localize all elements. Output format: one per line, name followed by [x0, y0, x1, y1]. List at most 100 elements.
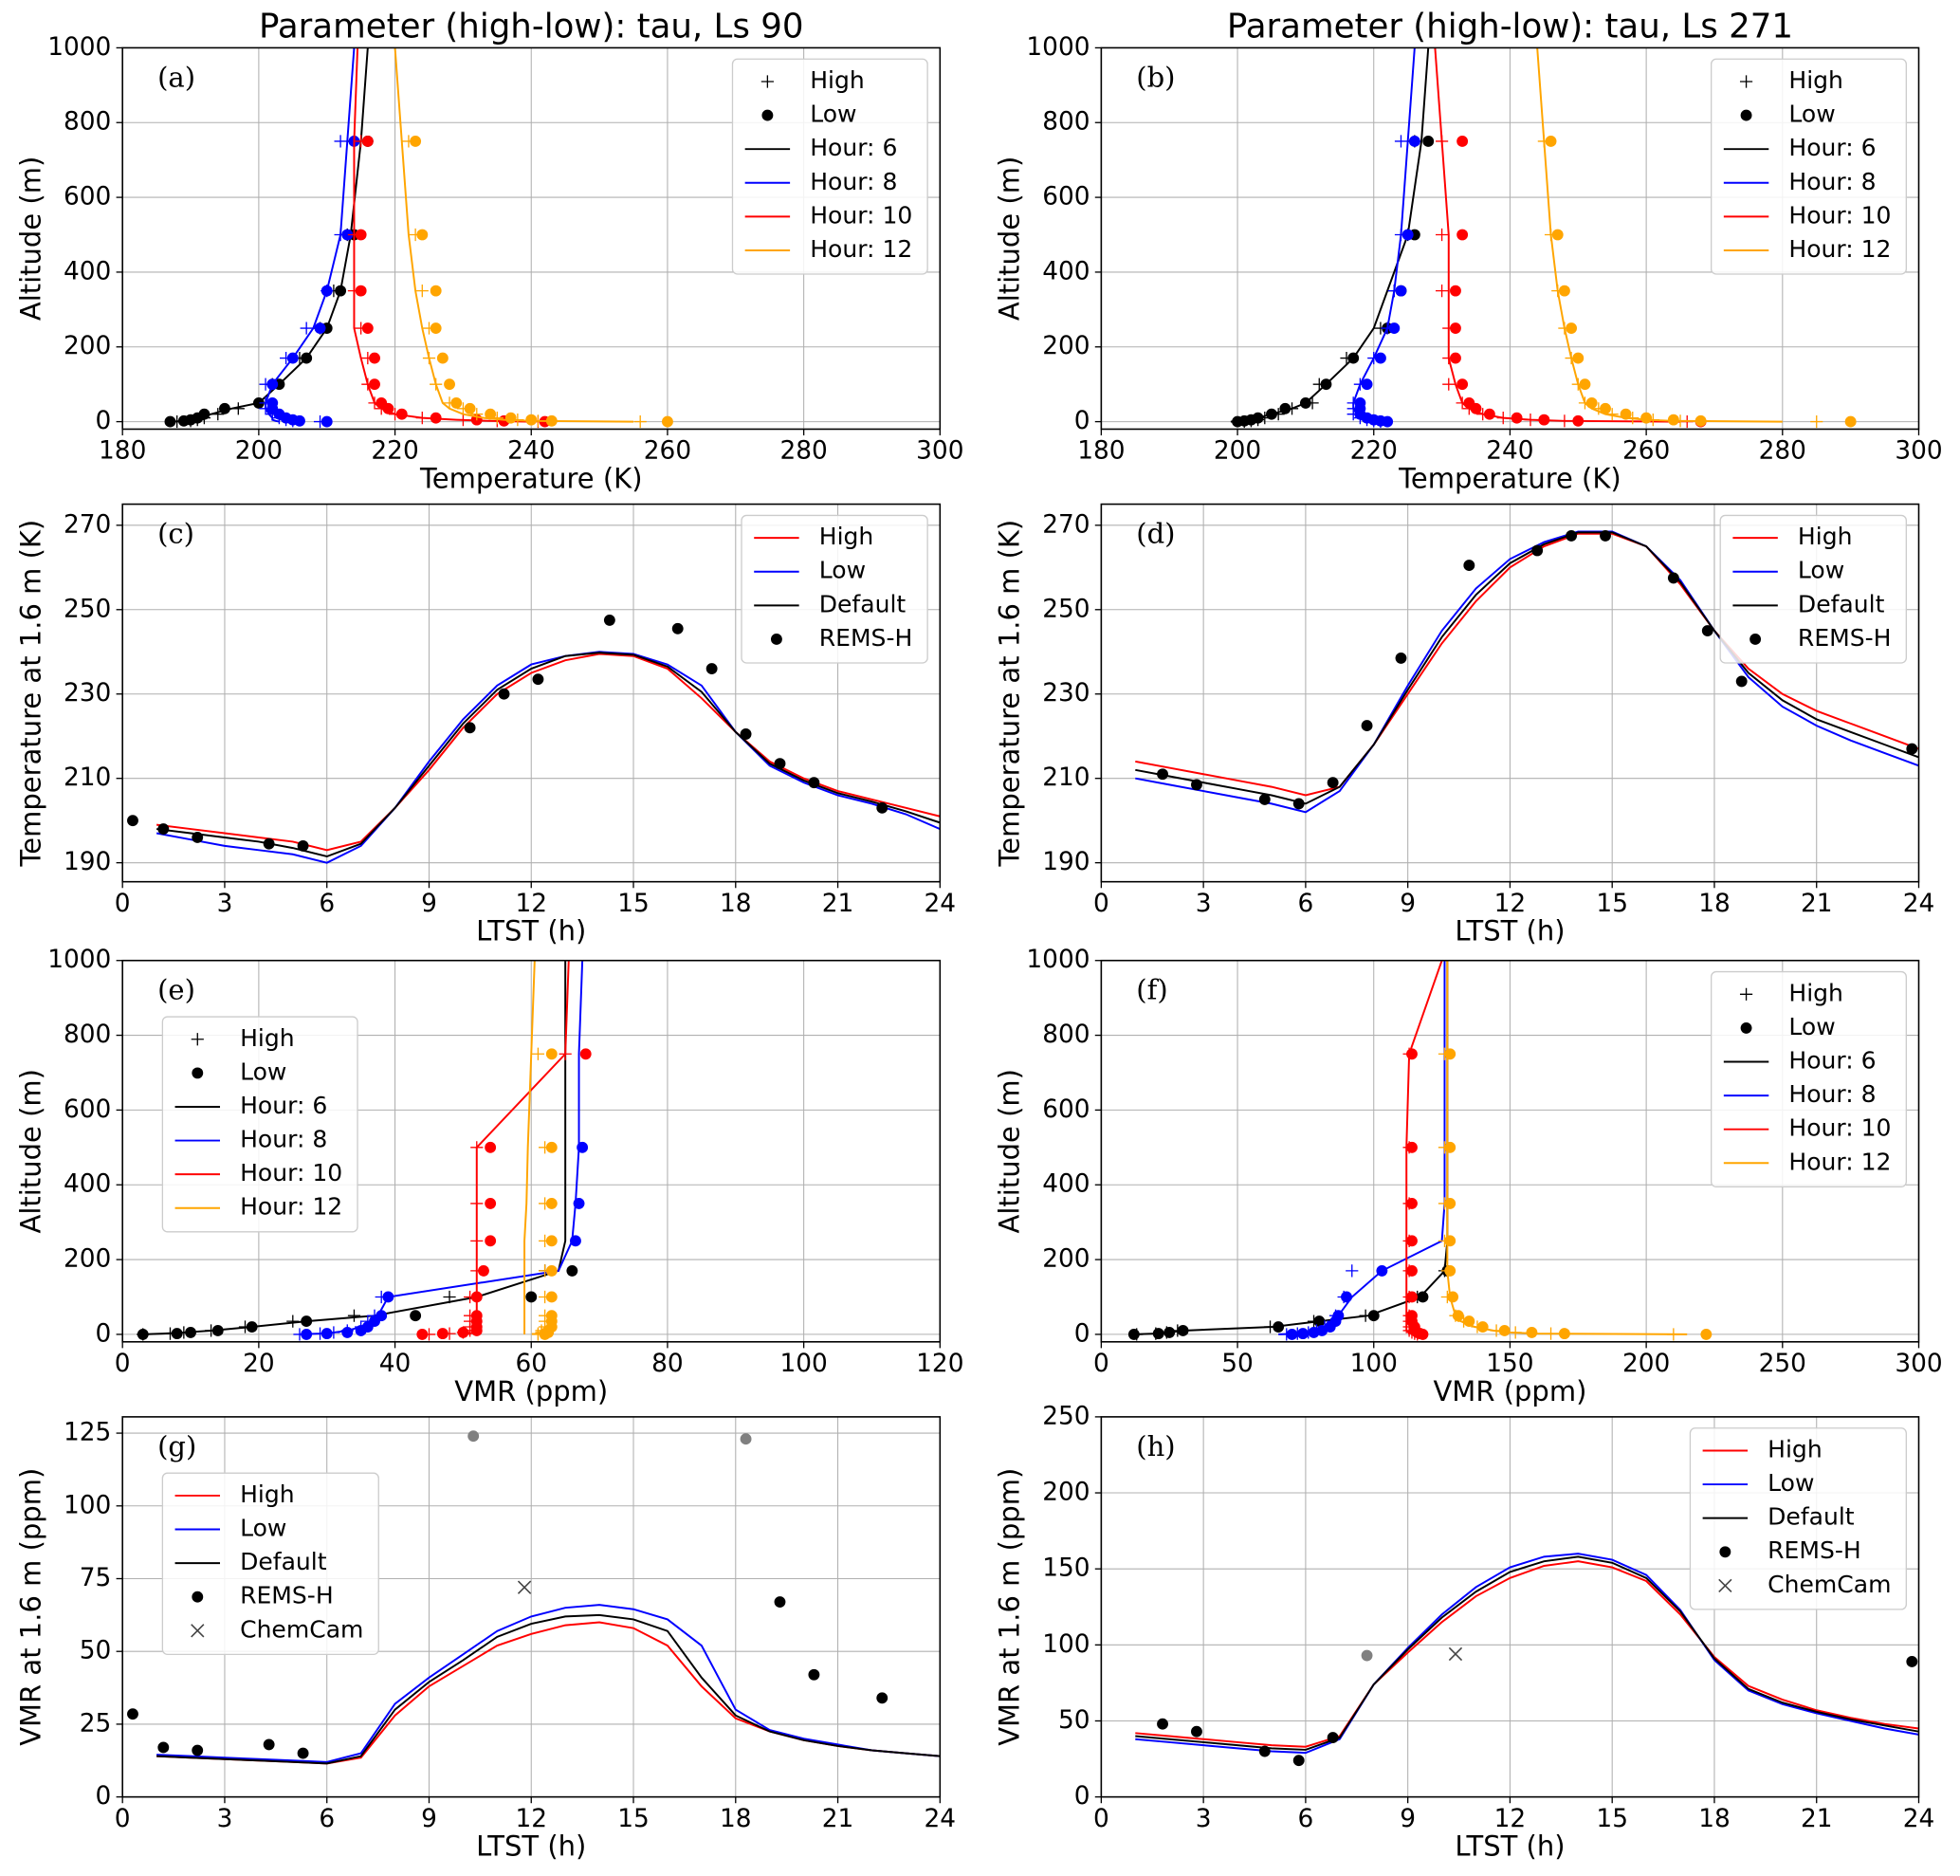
series-line — [1135, 1560, 1919, 1748]
legend: High Low Default REMS-H ChemCam — [161, 1472, 379, 1656]
legend-swatch — [761, 109, 774, 121]
low-marker — [1572, 414, 1584, 427]
high-marker — [334, 135, 347, 148]
low-marker — [266, 396, 279, 409]
plot-area — [1230, 47, 1857, 429]
low-marker — [321, 415, 333, 428]
low-marker — [341, 1327, 354, 1338]
low-marker — [436, 352, 449, 364]
low-marker — [1640, 412, 1653, 424]
low-marker — [1341, 1291, 1352, 1303]
low-marker — [545, 1235, 558, 1247]
x-axis-label: Temperature (K) — [419, 463, 643, 495]
low-marker — [1367, 1310, 1380, 1322]
legend-swatch — [1740, 1021, 1752, 1034]
y-tick-label: 1000 — [47, 33, 111, 62]
observation-marker — [464, 722, 476, 734]
x-tick-label: 15 — [617, 890, 650, 918]
y-tick-label: 200 — [1042, 1245, 1090, 1274]
low-marker — [1347, 352, 1360, 364]
x-tick-label: 18 — [1698, 890, 1731, 918]
legend-label: High — [240, 1024, 295, 1052]
y-tick-label: 100 — [64, 1491, 111, 1519]
observation-marker — [263, 1738, 275, 1751]
x-tick-label: 18 — [720, 1805, 752, 1833]
high-marker — [1524, 414, 1537, 427]
low-marker — [1273, 1321, 1285, 1333]
high-marker — [1544, 1327, 1558, 1340]
x-tick-label: 24 — [925, 1805, 957, 1833]
x-tick-label: 12 — [1494, 1805, 1527, 1833]
x-tick-label: 9 — [1400, 890, 1416, 918]
low-marker — [457, 1327, 469, 1338]
y-tick-label: 800 — [1042, 1021, 1090, 1049]
y-tick-label: 0 — [1074, 1319, 1090, 1348]
low-marker — [137, 1328, 149, 1340]
x-axis-label: VMR (ppm) — [454, 1375, 608, 1407]
low-marker — [1450, 352, 1461, 364]
low-marker — [525, 414, 538, 426]
legend-box — [1710, 58, 1907, 275]
low-marker — [1127, 1328, 1140, 1340]
x-tick-label: 240 — [1486, 437, 1533, 466]
low-marker — [1600, 402, 1611, 414]
low-marker — [1406, 1310, 1418, 1322]
legend-label: Default — [1768, 1503, 1855, 1531]
observation-marker — [1292, 798, 1305, 810]
y-tick-label: 400 — [64, 257, 111, 285]
observation-marker — [263, 837, 275, 850]
observation-marker — [603, 614, 615, 626]
low-marker — [1313, 1315, 1326, 1328]
y-tick-label: 100 — [1042, 1630, 1090, 1659]
x-tick-label: 15 — [617, 1805, 650, 1833]
legend-label: REMS-H — [240, 1582, 334, 1609]
high-marker — [211, 408, 225, 421]
low-marker — [361, 322, 374, 334]
panel-label: (h) — [1136, 1430, 1175, 1462]
legend-swatch — [1739, 987, 1753, 1001]
panel: 180 200 220 240 260 280 300 0 200 400 600 800 1000 (b… — [993, 7, 1942, 494]
low-marker — [470, 1310, 483, 1322]
observation-marker — [1191, 779, 1202, 791]
x-tick-label: 0 — [1093, 1805, 1109, 1833]
high-marker — [1394, 135, 1408, 148]
profile-line — [394, 47, 634, 423]
x-tick-label: 21 — [1801, 890, 1833, 918]
y-tick-label: 250 — [1042, 595, 1090, 623]
observation-marker — [1258, 1745, 1271, 1757]
legend-swatch — [1718, 1578, 1732, 1592]
x-tick-label: 3 — [1196, 890, 1212, 918]
low-marker — [361, 136, 374, 147]
y-tick-label: 150 — [1042, 1554, 1090, 1583]
observation-marker — [1361, 720, 1373, 732]
legend-box — [161, 1472, 379, 1656]
y-axis-label: Altitude (m) — [993, 1069, 1025, 1233]
y-tick-label: 1000 — [1026, 33, 1090, 62]
legend-label: REMS-H — [1798, 624, 1892, 652]
observation-marker — [1906, 743, 1918, 755]
high-marker — [1605, 408, 1619, 421]
y-axis-label: Temperature at 1.6 m (K) — [993, 520, 1025, 868]
legend: High Low Hour: 6 Hour: 8 Hour: 10 Hour: 12 — [1710, 58, 1907, 275]
y-tick-label: 250 — [1042, 1402, 1090, 1430]
x-axis-label: LTST (h) — [1455, 915, 1565, 947]
low-marker — [1444, 1048, 1456, 1060]
low-marker — [1526, 1327, 1538, 1338]
observation-marker — [1701, 625, 1713, 636]
low-marker — [1163, 1327, 1176, 1338]
low-marker — [1667, 414, 1679, 426]
plot-area — [1135, 529, 1919, 814]
low-marker — [1444, 1235, 1456, 1247]
low-marker — [246, 1321, 258, 1333]
x-tick-label: 6 — [319, 1805, 335, 1833]
low-marker — [1483, 408, 1495, 420]
y-tick-label: 0 — [1074, 1782, 1090, 1811]
high-marker — [1435, 285, 1449, 298]
low-marker — [219, 402, 230, 414]
high-marker — [531, 1047, 545, 1060]
x-tick-label: 250 — [1759, 1350, 1806, 1378]
low-marker — [1694, 414, 1707, 427]
y-tick-label: 270 — [1042, 510, 1090, 539]
x-axis-label: LTST (h) — [1455, 1830, 1565, 1863]
